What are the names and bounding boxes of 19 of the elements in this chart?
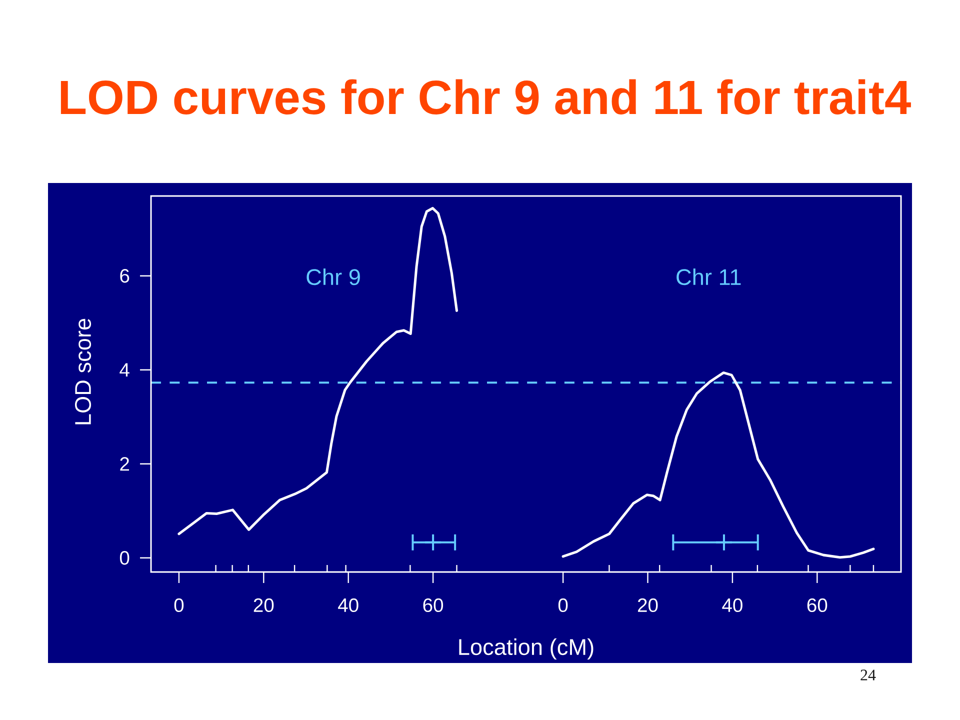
annotation: Chr 11 <box>676 268 741 286</box>
line-series <box>178 206 458 536</box>
chart-title: LOD curves for Chr 9 and 11 for trait4 <box>60 79 911 114</box>
annotation: Chr 9 <box>306 268 360 286</box>
x-tick-label: 0 <box>558 598 568 612</box>
x-tick-label: 20 <box>638 598 658 612</box>
y-tick-label: 2 <box>120 457 129 471</box>
y-tick-label: 4 <box>120 363 130 377</box>
x-tick-label: 60 <box>423 598 444 612</box>
x-tick-label: 40 <box>722 598 742 612</box>
y-tick-label: 6 <box>120 269 130 283</box>
x-tick-label: 20 <box>254 598 274 612</box>
x-tick-label: 0 <box>174 598 184 612</box>
x-tick-label: 40 <box>338 598 358 612</box>
y-axis-title: LOD score <box>74 318 92 424</box>
x-tick-label: 60 <box>807 598 828 612</box>
x-axis-title: Location (cM) <box>459 638 594 660</box>
text: 24 <box>860 670 876 680</box>
y-tick-label: 0 <box>120 551 130 565</box>
